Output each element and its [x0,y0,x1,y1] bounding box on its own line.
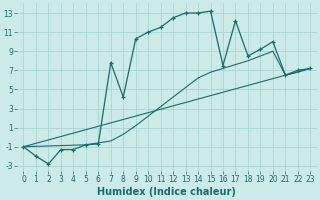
X-axis label: Humidex (Indice chaleur): Humidex (Indice chaleur) [98,187,236,197]
